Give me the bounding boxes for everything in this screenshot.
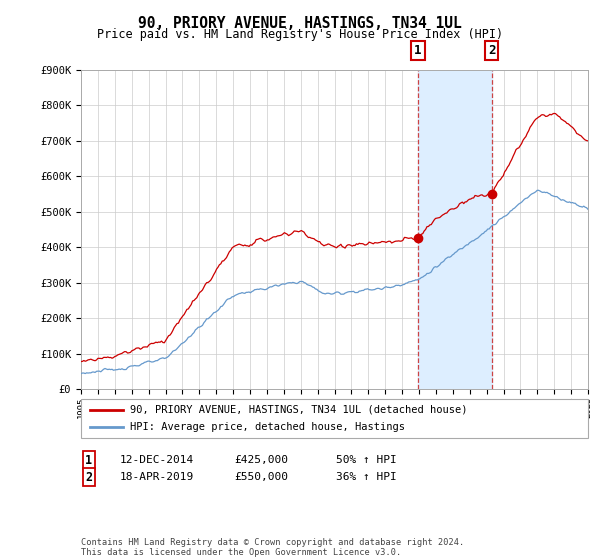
Text: £550,000: £550,000 (234, 472, 288, 482)
Text: 50% ↑ HPI: 50% ↑ HPI (336, 455, 397, 465)
Text: 12-DEC-2014: 12-DEC-2014 (120, 455, 194, 465)
Text: 90, PRIORY AVENUE, HASTINGS, TN34 1UL: 90, PRIORY AVENUE, HASTINGS, TN34 1UL (138, 16, 462, 31)
Text: 1: 1 (414, 44, 421, 57)
Bar (418, 70, 491, 389)
Text: 36% ↑ HPI: 36% ↑ HPI (336, 472, 397, 482)
Text: 2: 2 (488, 44, 495, 57)
Text: £425,000: £425,000 (234, 455, 288, 465)
Text: HPI: Average price, detached house, Hastings: HPI: Average price, detached house, Hast… (130, 422, 405, 432)
Text: 1: 1 (85, 454, 92, 467)
Text: 18-APR-2019: 18-APR-2019 (120, 472, 194, 482)
Text: 90, PRIORY AVENUE, HASTINGS, TN34 1UL (detached house): 90, PRIORY AVENUE, HASTINGS, TN34 1UL (d… (130, 405, 468, 415)
Text: Contains HM Land Registry data © Crown copyright and database right 2024.
This d: Contains HM Land Registry data © Crown c… (81, 538, 464, 557)
Text: 2: 2 (85, 470, 92, 484)
Text: Price paid vs. HM Land Registry's House Price Index (HPI): Price paid vs. HM Land Registry's House … (97, 28, 503, 41)
